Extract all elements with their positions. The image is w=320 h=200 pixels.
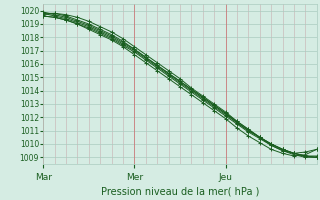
X-axis label: Pression niveau de la mer( hPa ): Pression niveau de la mer( hPa ) — [101, 186, 259, 196]
